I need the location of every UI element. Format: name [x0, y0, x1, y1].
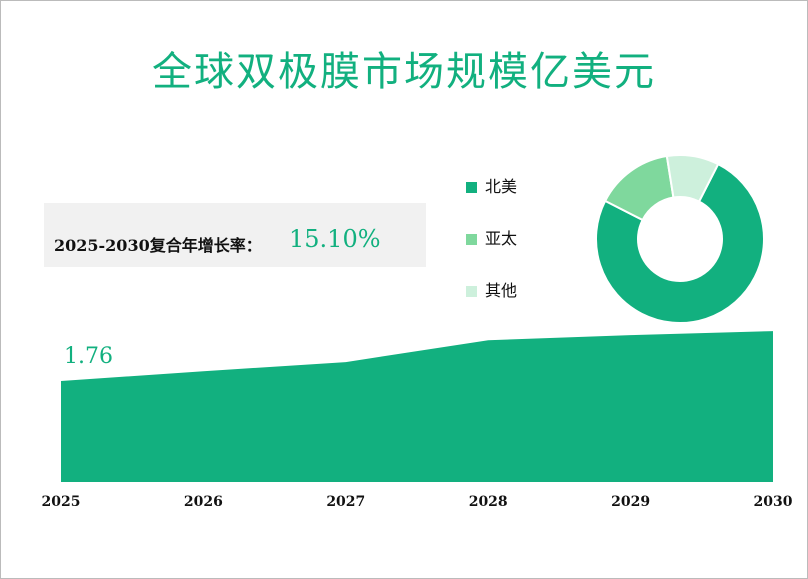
cagr-value: 15.10% [289, 225, 381, 253]
legend-label: 北美 [485, 177, 518, 196]
legend-swatch [466, 182, 477, 193]
legend-swatch [466, 234, 477, 245]
donut-slice [595, 162, 765, 324]
x-tick-label: 2030 [754, 494, 793, 510]
legend-item-asia-pacific: 亚太 [466, 225, 517, 249]
legend-item-other: 其他 [466, 277, 517, 301]
x-tick-label: 2029 [611, 494, 650, 510]
donut-slice [665, 154, 720, 203]
area-series [61, 331, 773, 482]
chart-title: 全球双极膜市场规模亿美元 [152, 49, 656, 95]
x-tick-label: 2025 [42, 494, 81, 510]
x-tick-label: 2028 [469, 494, 508, 510]
cagr-box: 2025-2030复合年增长率： 15.10% [44, 203, 426, 267]
legend-label: 其他 [485, 281, 518, 300]
cagr-label: 2025-2030复合年增长率： [54, 236, 262, 255]
legend-item-north-america: 北美 [466, 173, 517, 197]
legend-swatch [466, 286, 477, 297]
x-tick-label: 2026 [184, 494, 223, 510]
x-tick-label: 2027 [326, 494, 365, 510]
legend-label: 亚太 [485, 229, 518, 248]
data-label: 1.76 [64, 344, 113, 369]
